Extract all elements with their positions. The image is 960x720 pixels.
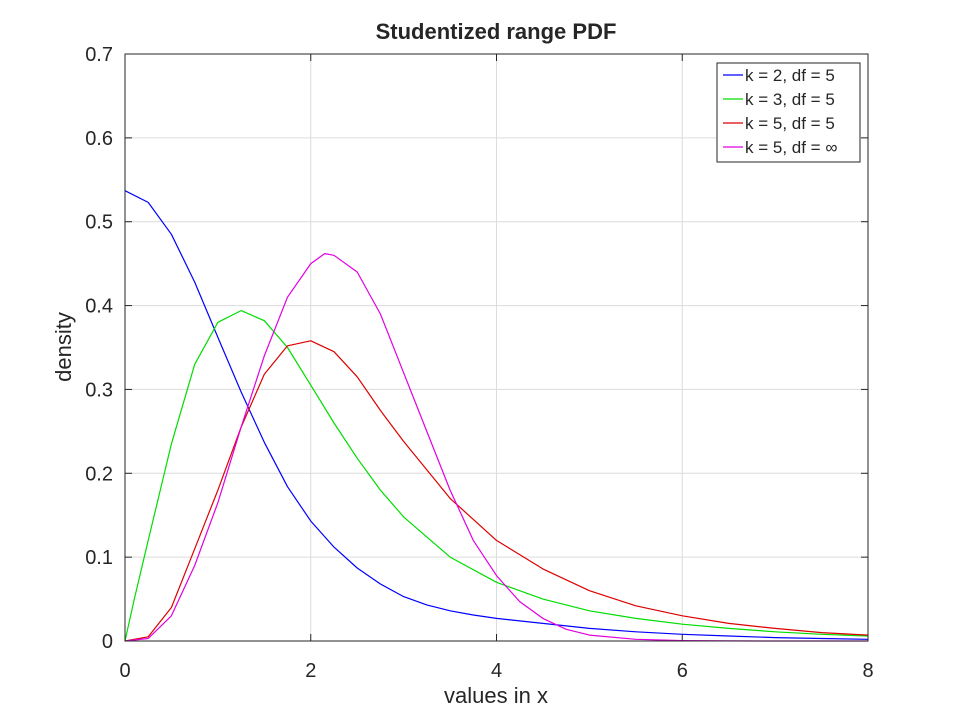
x-tick-label: 0 — [119, 660, 130, 682]
legend-box — [716, 62, 861, 163]
series-line-2 — [124, 310, 869, 642]
x-tick-label: 4 — [491, 660, 502, 682]
legend-label: k = 3, df = 5 — [745, 90, 835, 109]
y-tick-label: 0.3 — [85, 379, 113, 401]
y-tick-label: 0.6 — [85, 128, 113, 150]
ticks: 0 2 4 6 8 0 0.1 0.2 0.3 0.4 0.5 0.6 0.7 — [85, 44, 873, 682]
legend-label: k = 2, df = 5 — [745, 66, 835, 85]
chart-title: Studentized range PDF — [376, 19, 617, 44]
x-axis-label: values in x — [444, 683, 548, 708]
y-tick-label: 0 — [102, 631, 113, 653]
x-tick-label: 2 — [305, 660, 316, 682]
legend-label: k = 5, df = 5 — [745, 114, 835, 133]
y-tick-label: 0.1 — [85, 547, 113, 569]
y-axis-label: density — [51, 312, 76, 382]
y-tick-label: 0.2 — [85, 463, 113, 485]
x-tick-label: 8 — [862, 660, 873, 682]
y-tick-label: 0.5 — [85, 212, 113, 234]
series-line-4 — [124, 253, 868, 642]
x-tick-label: 6 — [677, 660, 688, 682]
y-tick-label: 0.7 — [85, 44, 113, 66]
series-line-3 — [124, 340, 869, 642]
y-tick-label: 0.4 — [85, 296, 113, 318]
legend: k = 2, df = 5 k = 3, df = 5 k = 5, df = 5 k… — [716, 62, 861, 163]
legend-label: k = 5, df = ∞ — [745, 138, 837, 157]
